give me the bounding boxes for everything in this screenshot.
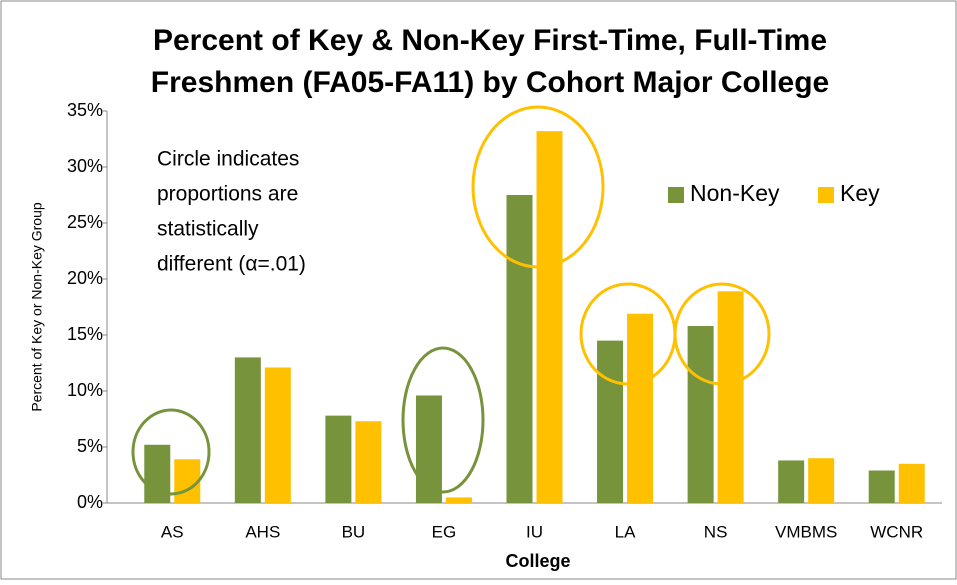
y-tick-label: 20% bbox=[67, 268, 103, 288]
bar bbox=[174, 459, 201, 503]
legend-label: Key bbox=[840, 180, 880, 206]
bar bbox=[687, 326, 714, 503]
annotation: Circle indicates bbox=[157, 148, 299, 171]
bar bbox=[355, 421, 382, 503]
circle bbox=[131, 408, 211, 496]
x-tick-label: EG bbox=[432, 522, 457, 541]
bar bbox=[234, 357, 261, 503]
annotation: proportions are bbox=[157, 183, 298, 206]
x-tick-label: IU bbox=[526, 522, 543, 541]
bar bbox=[597, 340, 624, 503]
significance-circles bbox=[131, 105, 771, 496]
bar bbox=[506, 195, 533, 503]
y-tick-label: 15% bbox=[67, 324, 103, 344]
y-tick-label: 5% bbox=[77, 436, 103, 456]
x-tick-label: AS bbox=[161, 522, 184, 541]
bar bbox=[264, 367, 291, 503]
x-tick-label: BU bbox=[342, 522, 366, 541]
bar bbox=[445, 497, 472, 503]
bar bbox=[778, 460, 805, 503]
bar bbox=[325, 415, 352, 503]
circle bbox=[673, 282, 771, 386]
bar bbox=[898, 463, 925, 503]
bar bbox=[868, 470, 895, 503]
y-tick-label: 30% bbox=[67, 156, 103, 176]
x-axis-label: College bbox=[505, 551, 570, 571]
annotation: different (α=.01) bbox=[157, 253, 306, 276]
x-tick-label: VMBMS bbox=[775, 522, 837, 541]
bar bbox=[536, 131, 563, 503]
chart-title: Percent of Key & Non-Key First-Time, Ful… bbox=[153, 24, 827, 57]
y-axis-label: Percent of Key or Non-Key Group bbox=[29, 202, 45, 412]
x-tick-label: AHS bbox=[245, 522, 280, 541]
circle bbox=[401, 346, 485, 494]
x-tick-label: NS bbox=[704, 522, 728, 541]
chart-title: Freshmen (FA05-FA11) by Cohort Major Col… bbox=[151, 66, 829, 99]
y-tick-label: 35% bbox=[67, 100, 103, 120]
circle bbox=[471, 105, 605, 269]
legend-swatch bbox=[818, 187, 834, 203]
y-tick-label: 25% bbox=[67, 212, 103, 232]
bar bbox=[627, 313, 654, 503]
bar bbox=[415, 395, 442, 503]
bar bbox=[717, 291, 744, 503]
y-tick-label: 10% bbox=[67, 380, 103, 400]
legend-swatch bbox=[668, 187, 684, 203]
bar bbox=[808, 458, 835, 503]
x-tick-label: WCNR bbox=[870, 522, 923, 541]
legend-label: Non-Key bbox=[690, 180, 780, 206]
x-tick-label: LA bbox=[615, 522, 636, 541]
annotation: statistically bbox=[157, 218, 259, 241]
y-tick-label: 0% bbox=[77, 492, 103, 512]
